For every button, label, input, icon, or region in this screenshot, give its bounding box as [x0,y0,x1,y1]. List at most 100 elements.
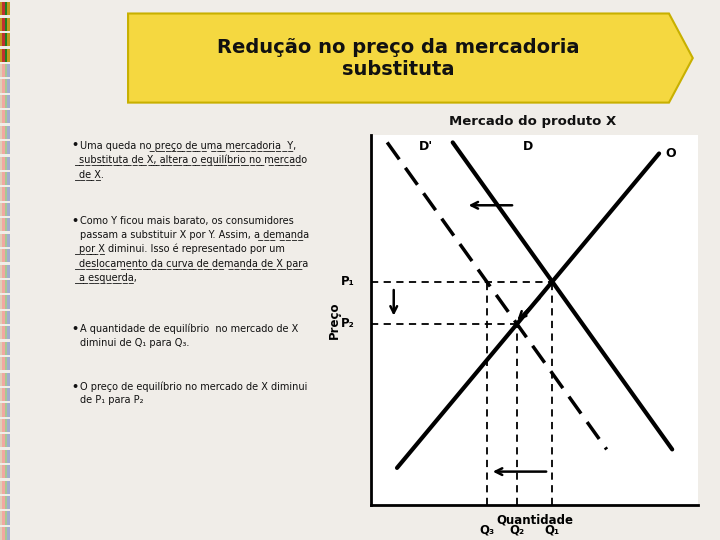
Bar [0,187,2,200]
Text: P₁: P₁ [341,275,354,288]
Bar [7,280,9,293]
Bar [0,18,2,31]
Bar [0,496,2,509]
Bar [7,450,9,463]
Bar [7,511,9,524]
Bar [7,64,9,77]
Bar [7,49,9,62]
Text: Uma queda no ̲p̲r̲e̲ç̲o̲ ̲d̲e̲ ̲u̲m̲a̲ ̲m̲e̲r̲c̲a̲d̲o̲r̲i̲a̲  ̲Y̲,
̲s̲u̲b̲s̲t̲i̲: Uma queda no ̲p̲r̲e̲ç̲o̲ ̲d̲e̲ ̲u̲m̲a̲ ̲… [81,140,309,180]
Text: •: • [71,382,78,392]
Bar [7,126,9,139]
Bar [2,110,4,124]
Bar [2,49,4,62]
Bar [7,388,9,401]
Bar [7,419,9,432]
Bar [7,234,9,247]
Bar [5,265,7,278]
Bar [5,157,7,170]
Bar [7,295,9,308]
Bar [5,79,7,92]
Bar [2,187,4,200]
Bar [2,218,4,232]
Bar [0,465,2,478]
Bar [0,33,2,46]
Bar [5,357,7,370]
Bar [5,326,7,340]
Bar [5,527,7,540]
Bar [7,403,9,416]
Bar [7,326,9,340]
Bar [2,79,4,92]
Bar [2,388,4,401]
Text: O preço de equilíbrio no mercado de X diminui
de P₁ para P₂: O preço de equilíbrio no mercado de X di… [81,382,307,406]
Bar [5,511,7,524]
Bar [5,481,7,494]
Bar [5,187,7,200]
Bar [5,342,7,355]
Bar [0,265,2,278]
Text: Q₁: Q₁ [545,523,560,536]
Bar [0,2,2,16]
Text: Q₂: Q₂ [510,523,525,536]
Bar [7,357,9,370]
Bar [5,2,7,16]
Bar [7,141,9,154]
Bar [0,295,2,308]
Bar [2,357,4,370]
Bar [2,64,4,77]
Bar [2,527,4,540]
Text: A quantidade de equilíbrio  no mercado de X
diminui de Q₁ para Q₃.: A quantidade de equilíbrio no mercado de… [81,324,299,348]
Bar [2,403,4,416]
Bar [0,326,2,340]
Bar [0,373,2,386]
Bar [7,218,9,232]
Bar [7,79,9,92]
Bar [2,157,4,170]
Bar [7,157,9,170]
Bar [5,203,7,216]
Bar [5,496,7,509]
Bar [5,172,7,185]
Bar [2,18,4,31]
Text: •: • [71,216,78,226]
Bar [2,311,4,324]
Bar [2,33,4,46]
Bar [0,481,2,494]
Bar [7,33,9,46]
Bar [2,234,4,247]
Bar [0,527,2,540]
Bar [2,249,4,262]
Bar [0,357,2,370]
Text: P₂: P₂ [341,318,354,330]
Bar [0,511,2,524]
Bar [5,141,7,154]
Polygon shape [128,14,693,103]
Bar [0,110,2,124]
X-axis label: Quantidade: Quantidade [496,513,573,526]
Bar [2,265,4,278]
Text: D: D [523,140,534,153]
Text: •: • [71,324,78,334]
Bar [0,79,2,92]
Bar [7,172,9,185]
Bar [0,203,2,216]
Bar [0,157,2,170]
Bar [2,496,4,509]
Bar [5,18,7,31]
Bar [7,434,9,448]
Bar [5,403,7,416]
Bar [0,434,2,448]
Bar [0,64,2,77]
Bar [5,450,7,463]
Bar [5,33,7,46]
Bar [7,203,9,216]
Bar [5,465,7,478]
Bar [7,342,9,355]
Bar [5,110,7,124]
Bar [7,311,9,324]
Text: Mercado do produto X: Mercado do produto X [449,115,616,128]
Bar [5,126,7,139]
Bar [7,465,9,478]
Bar [7,249,9,262]
Bar [2,203,4,216]
